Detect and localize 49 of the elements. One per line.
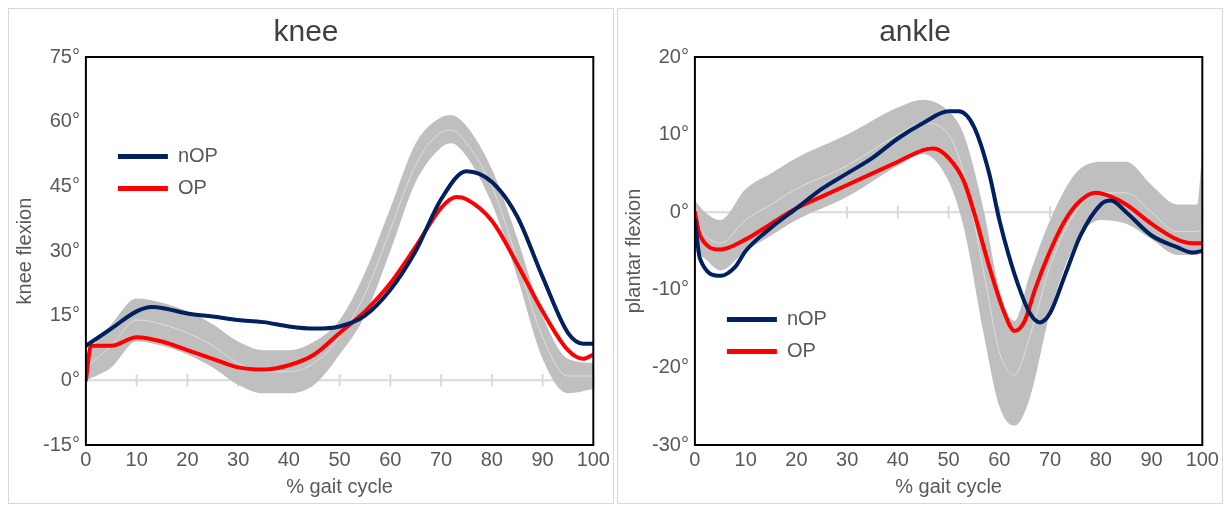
- x-tick-label: 20: [785, 447, 808, 470]
- legend-label: nOP: [177, 144, 218, 167]
- line-series: [85, 169, 594, 348]
- x-tick-label: 80: [1089, 447, 1112, 470]
- y-tick-label: 30°: [49, 238, 80, 261]
- line-series: [694, 146, 1203, 333]
- chart-title: ankle: [879, 14, 951, 48]
- x-tick-label: 40: [277, 447, 300, 470]
- y-axis-title: knee flexion: [12, 197, 35, 305]
- y-tick-label: 75°: [49, 44, 80, 67]
- x-tick-label: 100: [1185, 447, 1219, 470]
- x-tick-label: 60: [988, 447, 1011, 470]
- y-tick-label: -10°: [652, 277, 689, 300]
- x-tick-label: 30: [227, 447, 250, 470]
- chart-title: knee: [273, 14, 339, 48]
- y-tick-label: 20°: [658, 44, 689, 67]
- y-tick-label: 0°: [669, 199, 689, 222]
- x-tick-label: 10: [734, 447, 757, 470]
- x-tick-label: 30: [836, 447, 859, 470]
- line-series: [694, 109, 1203, 325]
- x-tick-label: 0: [689, 447, 701, 470]
- y-tick-label: 45°: [49, 173, 80, 196]
- x-tick-label: 50: [328, 447, 351, 470]
- y-tick-label: 60°: [49, 109, 80, 132]
- x-axis-title: % gait cycle: [286, 474, 393, 497]
- y-tick-label: -20°: [652, 354, 689, 377]
- x-tick-label: 0: [80, 447, 92, 470]
- y-tick-label: 10°: [658, 122, 689, 145]
- legend-label: nOP: [786, 307, 827, 330]
- x-tick-label: 90: [1140, 447, 1163, 470]
- x-tick-label: 50: [937, 447, 960, 470]
- y-tick-label: -30°: [652, 432, 689, 455]
- x-tick-label: 80: [480, 447, 503, 470]
- legend-label: OP: [177, 176, 207, 199]
- y-axis-title: plantar flexion: [621, 188, 644, 314]
- x-tick-label: 90: [531, 447, 554, 470]
- x-tick-label: 70: [429, 447, 453, 470]
- x-axis-title: % gait cycle: [895, 474, 1002, 497]
- y-tick-label: -15°: [43, 432, 80, 455]
- x-tick-label: 10: [125, 447, 148, 470]
- x-tick-label: 40: [886, 447, 909, 470]
- y-tick-label: 15°: [49, 303, 80, 326]
- x-tick-label: 100: [576, 447, 610, 470]
- x-tick-label: 70: [1038, 447, 1062, 470]
- x-tick-label: 20: [176, 447, 199, 470]
- x-tick-label: 60: [379, 447, 402, 470]
- line-series: [85, 195, 594, 383]
- y-tick-label: 0°: [60, 367, 80, 390]
- legend-label: OP: [786, 339, 816, 362]
